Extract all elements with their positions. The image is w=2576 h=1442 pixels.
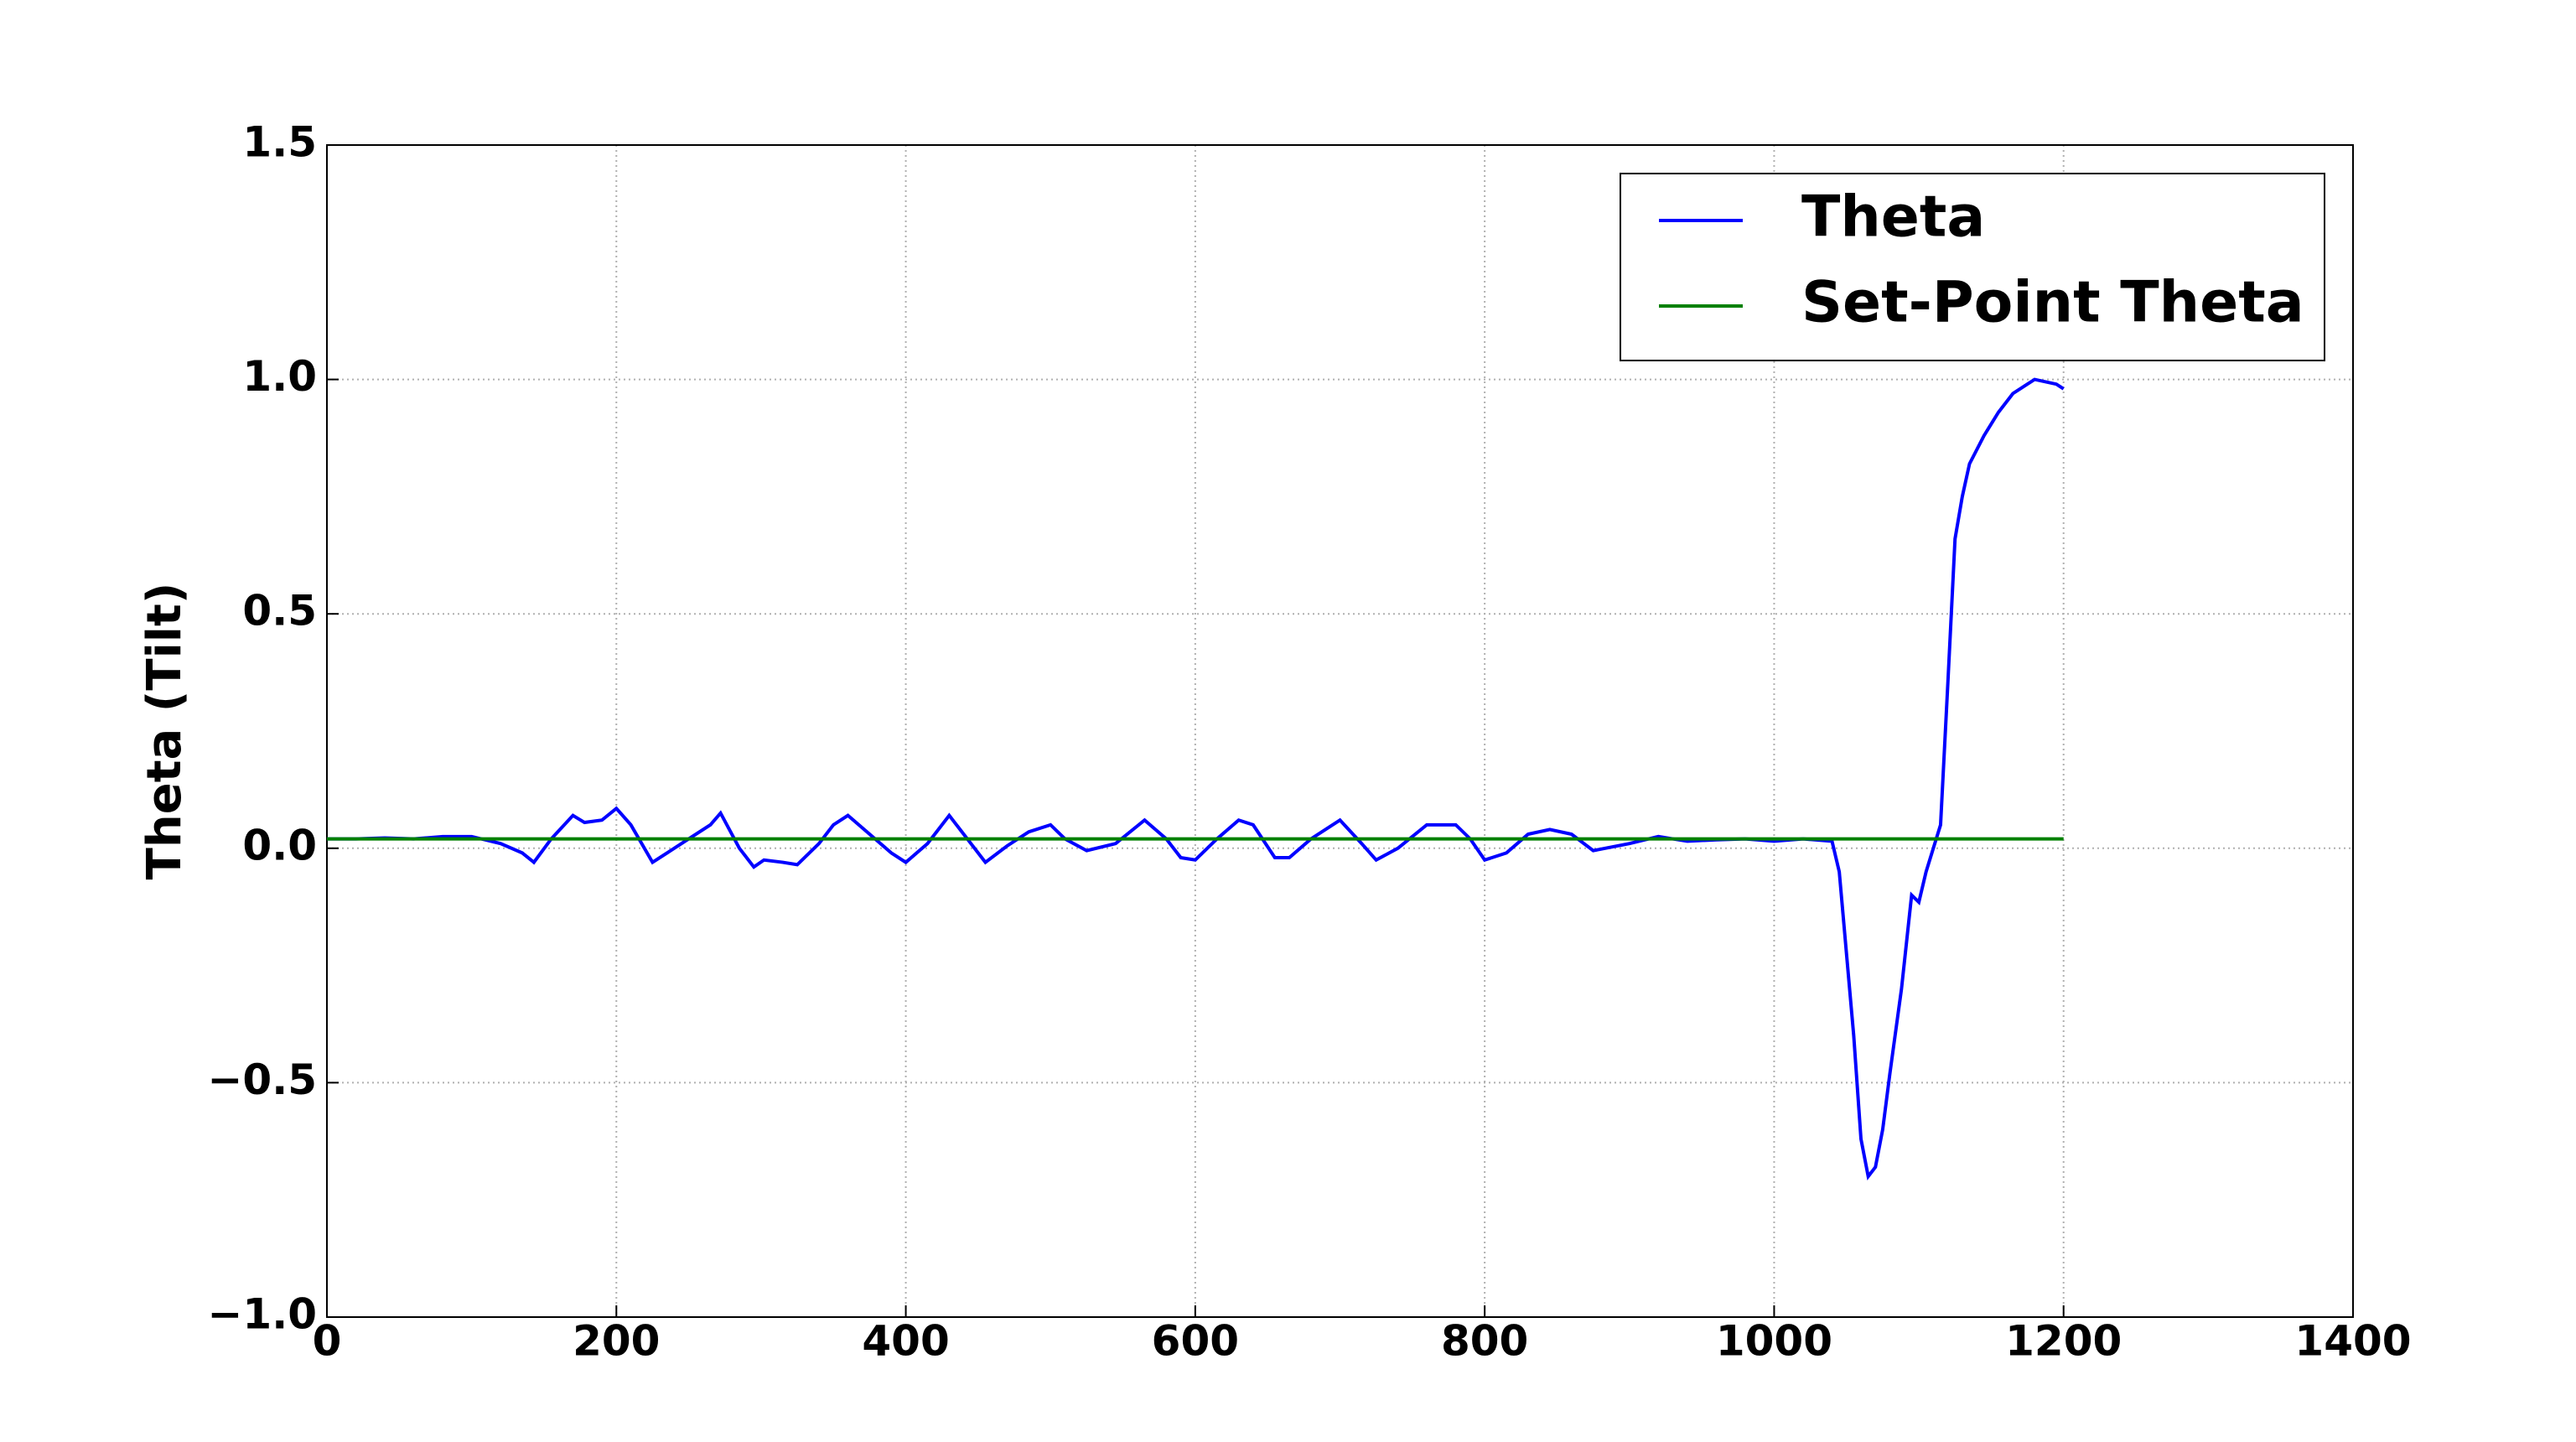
x-tick-label: 0 (313, 1317, 342, 1366)
y-tick-label: −1.0 (208, 1290, 317, 1339)
line (327, 377, 2065, 1180)
x-tick-label: 1000 (1716, 1317, 1832, 1366)
y-axis-label: Theta (Tilt) (137, 583, 192, 880)
x-tick-label: 400 (862, 1317, 949, 1366)
legend-label: Set-Point Theta (1801, 270, 2304, 336)
y-tick-label: 0.0 (242, 821, 317, 869)
y-tick-label: 0.5 (242, 587, 317, 635)
x-tick-label: 1200 (2005, 1317, 2122, 1366)
x-tick-label: 200 (573, 1317, 660, 1366)
x-tick-label: 1400 (2294, 1317, 2411, 1366)
plot-frame (326, 144, 2354, 1318)
legend-box (1620, 173, 2325, 361)
y-tick-label: 1.5 (242, 118, 317, 167)
y-tick-label: 1.0 (242, 352, 317, 401)
x-tick-label: 600 (1152, 1317, 1239, 1366)
y-tick-label: −0.5 (208, 1056, 317, 1104)
x-tick-label: 800 (1441, 1317, 1528, 1366)
legend-label: Theta (1801, 184, 1985, 251)
